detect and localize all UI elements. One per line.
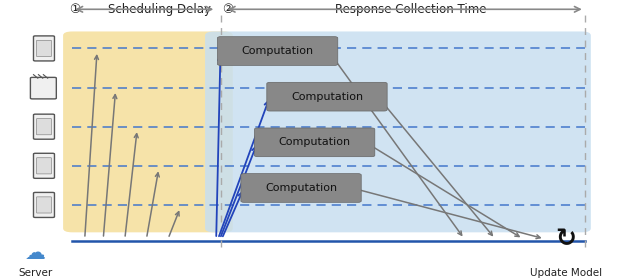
Text: ☁: ☁	[25, 243, 46, 263]
FancyBboxPatch shape	[37, 197, 51, 213]
FancyBboxPatch shape	[33, 153, 55, 178]
FancyBboxPatch shape	[33, 114, 55, 139]
Text: ②: ②	[222, 3, 233, 16]
FancyBboxPatch shape	[205, 31, 591, 232]
FancyBboxPatch shape	[37, 158, 51, 174]
Text: Server: Server	[18, 267, 53, 277]
Text: Response Collection Time: Response Collection Time	[335, 3, 487, 16]
Text: Computation: Computation	[265, 183, 337, 193]
FancyBboxPatch shape	[267, 82, 387, 111]
Text: Scheduling Delay: Scheduling Delay	[108, 3, 211, 16]
FancyBboxPatch shape	[63, 31, 233, 232]
FancyBboxPatch shape	[254, 128, 375, 157]
Text: ①: ①	[69, 3, 81, 16]
Text: Computation: Computation	[278, 137, 351, 147]
Text: Computation: Computation	[242, 46, 314, 56]
FancyBboxPatch shape	[37, 40, 51, 56]
FancyBboxPatch shape	[37, 119, 51, 135]
FancyBboxPatch shape	[241, 174, 361, 202]
Text: Update Model: Update Model	[530, 267, 602, 277]
FancyBboxPatch shape	[218, 37, 338, 65]
Text: ↻: ↻	[556, 227, 577, 251]
FancyBboxPatch shape	[33, 36, 55, 61]
FancyBboxPatch shape	[30, 77, 56, 99]
Text: Computation: Computation	[291, 92, 363, 102]
FancyBboxPatch shape	[33, 192, 55, 217]
